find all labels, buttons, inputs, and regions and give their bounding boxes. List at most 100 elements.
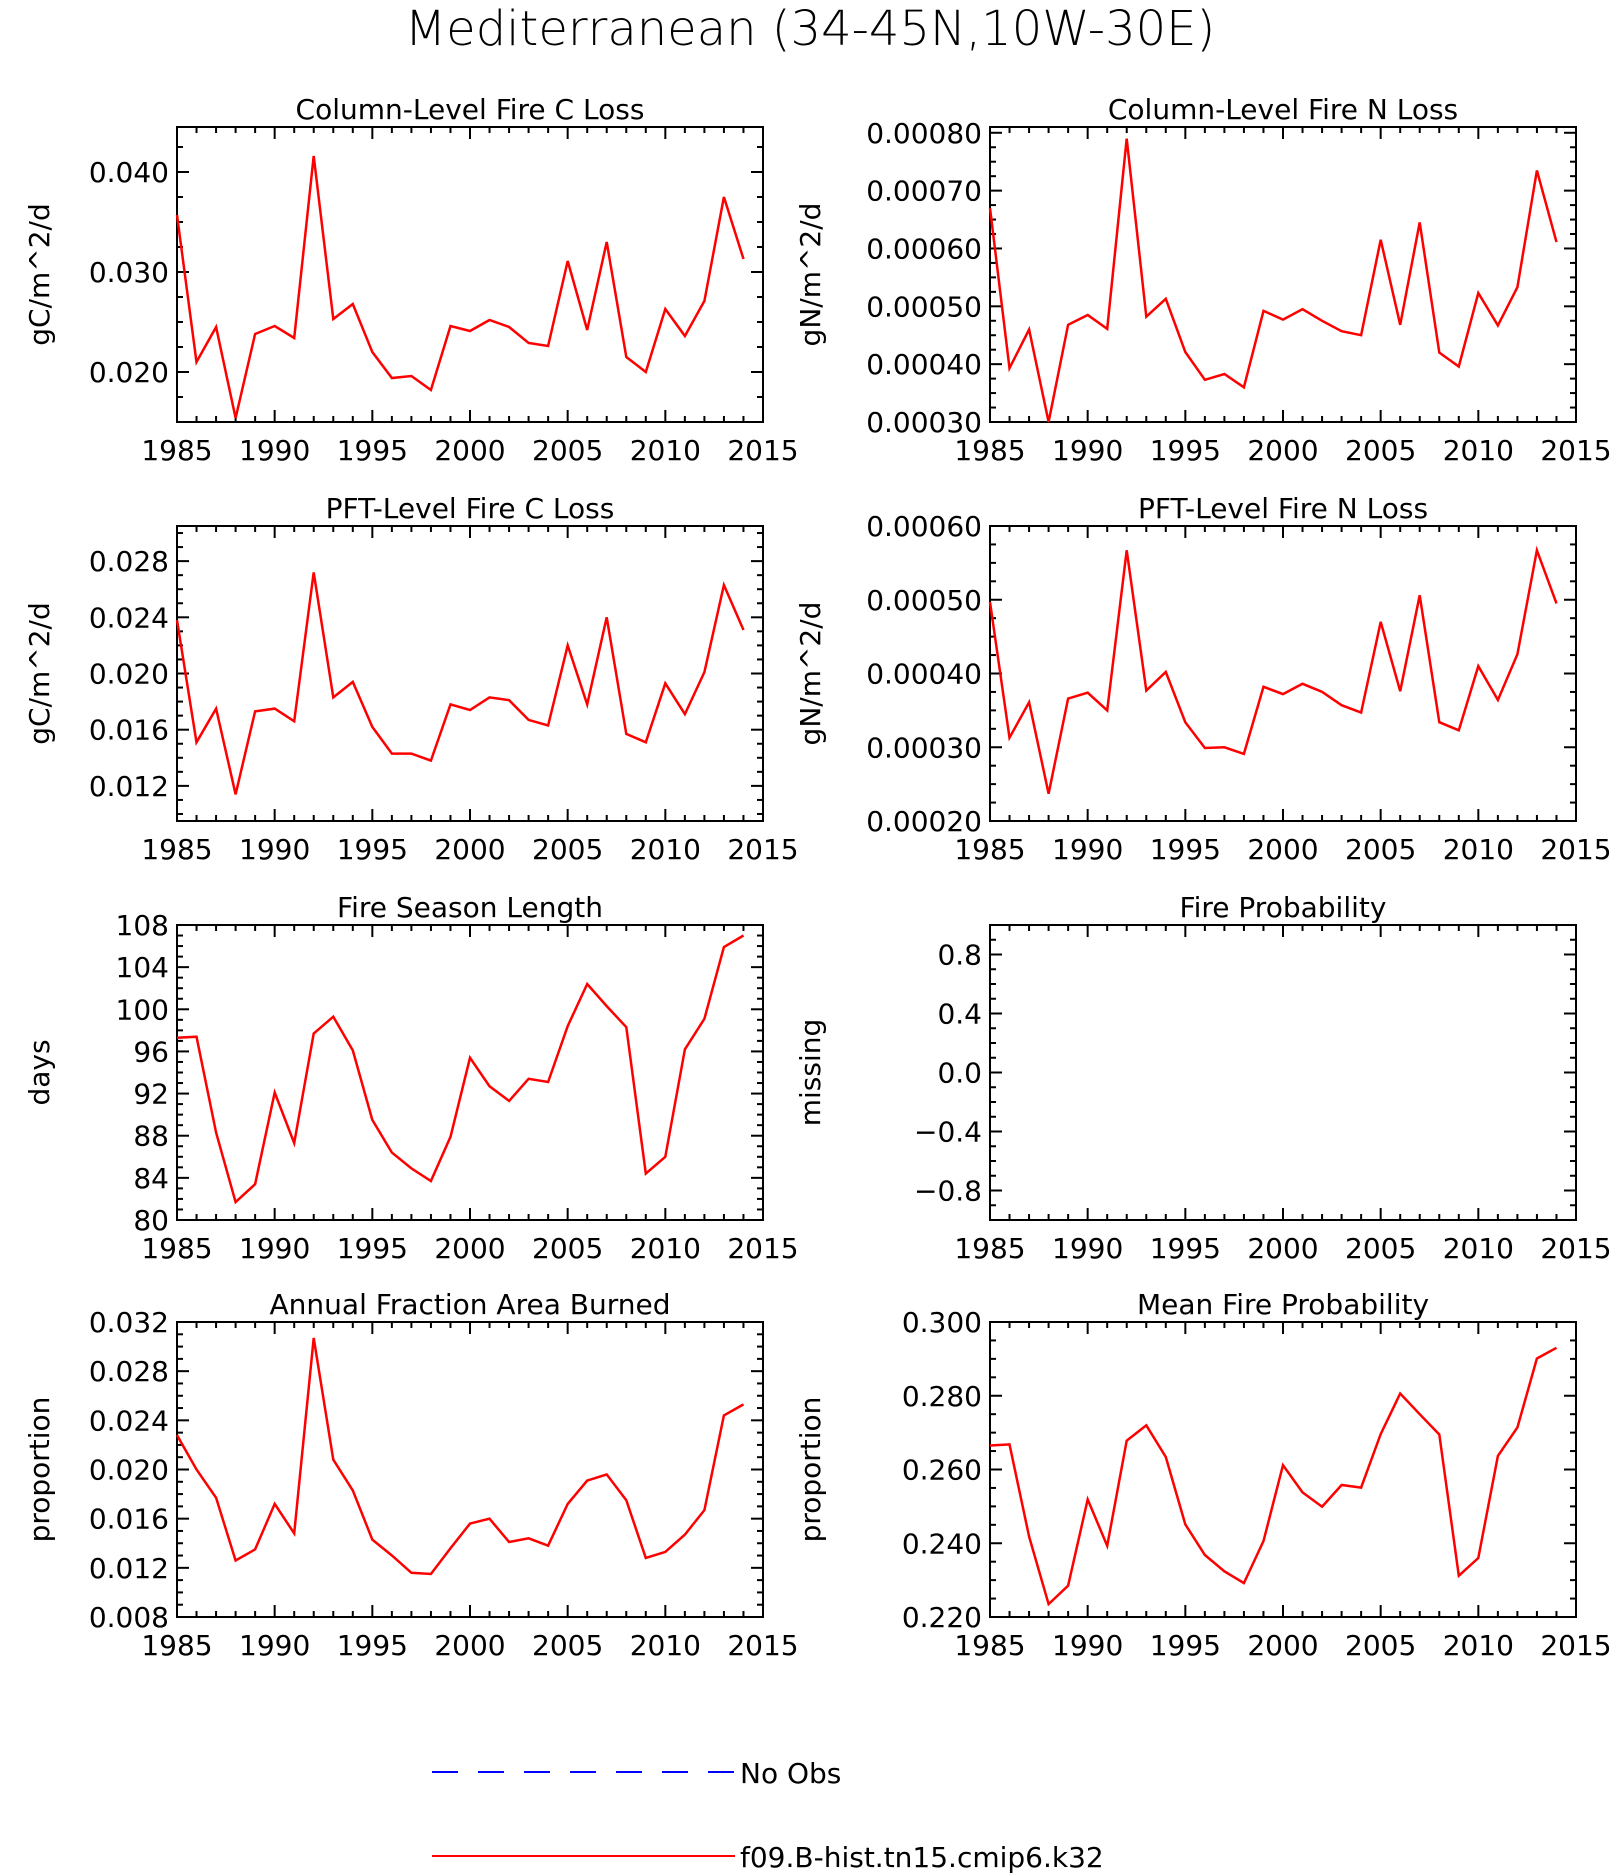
x-tick-label: 2015 [727, 1629, 798, 1662]
y-tick-label: 0.00030 [866, 406, 982, 439]
y-axis-label: gC/m^2/d [23, 602, 56, 745]
y-axis-label: days [23, 1039, 56, 1105]
x-tick-label: 1990 [1052, 1232, 1123, 1265]
y-axis-label: gC/m^2/d [23, 203, 56, 346]
x-tick-label: 2010 [630, 434, 701, 467]
chart-pft-level-fire-c-loss: 1985 1990 1995 2000 2005 2010 2015 0.012 0.016 0.… [23, 492, 799, 866]
y-tick-label: 96 [133, 1035, 169, 1068]
y-tick-label: −0.4 [914, 1116, 982, 1149]
chart-title: PFT-Level Fire N Loss [1138, 492, 1428, 525]
y-tick-label: 0.024 [89, 1404, 169, 1437]
x-tick-label: 2015 [727, 434, 798, 467]
series-line-0 [989, 1346, 1558, 1607]
x-tick-label: 2015 [1540, 434, 1611, 467]
series-line-0 [988, 138, 1558, 423]
x-tick-label: 2000 [1247, 1629, 1318, 1662]
y-tick-label: 0.0 [937, 1057, 982, 1090]
series-line-0 [988, 545, 1558, 794]
y-tick-label: 0.00020 [866, 805, 982, 838]
y-tick-label: 0.00060 [866, 510, 982, 543]
y-tick-label: 0.300 [902, 1306, 982, 1339]
legend-label-no-obs: No Obs [740, 1757, 841, 1790]
x-tick-label: 2015 [1540, 1232, 1611, 1265]
y-tick-label: 0.00030 [866, 731, 982, 764]
x-tick-label: 2010 [1443, 833, 1514, 866]
x-tick-label: 2005 [1345, 1629, 1416, 1662]
y-axis-label: gN/m^2/d [794, 203, 827, 347]
y-tick-label: 0.024 [89, 601, 169, 634]
y-tick-label: 0.4 [937, 998, 982, 1031]
x-tick-label: 2005 [532, 833, 603, 866]
y-tick-label: 0.220 [902, 1601, 982, 1634]
y-tick-label: 92 [133, 1078, 169, 1111]
chart-title: Column-Level Fire N Loss [1108, 93, 1458, 126]
y-tick-label: 0.016 [89, 714, 169, 747]
plot-frame [176, 525, 764, 822]
x-tick-label: 1995 [1150, 434, 1221, 467]
x-tick-label: 1995 [337, 1232, 408, 1265]
y-tick-label: 0.00050 [866, 290, 982, 323]
x-tick-label: 1990 [239, 434, 310, 467]
x-tick-label: 2005 [532, 1629, 603, 1662]
chart-title: Mean Fire Probability [1137, 1288, 1429, 1321]
chart-column-level-fire-n-loss: 1985 1990 1995 2000 2005 2010 2015 0.00030 0.000… [794, 93, 1612, 467]
y-tick-label: 0.032 [89, 1306, 169, 1339]
x-tick-label: 1995 [337, 434, 408, 467]
x-tick-label: 1995 [1150, 833, 1221, 866]
y-tick-label: 0.00040 [866, 348, 982, 381]
y-tick-label: 0.00080 [866, 117, 982, 150]
chart-title: Fire Season Length [337, 891, 603, 924]
x-tick-label: 1990 [239, 1232, 310, 1265]
x-tick-label: 2010 [1443, 1629, 1514, 1662]
y-tick-label: 0.012 [89, 1552, 169, 1585]
chart-annual-fraction-area-burned: 1985 1990 1995 2000 2005 2010 2015 0.008 0.012 0.… [23, 1288, 799, 1662]
x-tick-label: 1985 [141, 434, 212, 467]
x-tick-label: 1995 [1150, 1232, 1221, 1265]
x-tick-label: 1990 [239, 1629, 310, 1662]
y-tick-label: 0.280 [902, 1380, 982, 1413]
x-tick-label: 1985 [954, 1232, 1025, 1265]
y-axis-label: missing [794, 1019, 827, 1127]
plot-frame [176, 924, 764, 1221]
plot-frame [176, 126, 764, 423]
y-tick-label: 100 [116, 993, 169, 1026]
y-tick-label: 0.240 [902, 1527, 982, 1560]
y-tick-label: 0.260 [902, 1454, 982, 1487]
x-tick-label: 2005 [1345, 833, 1416, 866]
x-tick-label: 1995 [337, 833, 408, 866]
series-line-0 [175, 1337, 745, 1576]
y-axis-label: proportion [794, 1397, 827, 1543]
y-tick-label: 104 [116, 951, 169, 984]
x-tick-label: 2015 [1540, 1629, 1611, 1662]
y-tick-label: 0.016 [89, 1503, 169, 1536]
x-tick-label: 2000 [434, 1232, 505, 1265]
x-tick-label: 1985 [141, 1232, 212, 1265]
series-line-0 [175, 572, 745, 795]
chart-fire-season-length: 1985 1990 1995 2000 2005 2010 2015 80 84 88 92 96 10… [23, 891, 799, 1265]
series-line-0 [176, 934, 745, 1205]
plot-frame [989, 525, 1577, 822]
chart-pft-level-fire-n-loss: 1985 1990 1995 2000 2005 2010 2015 0.00020 0.000… [794, 492, 1612, 866]
chart-fire-probability: 1985 1990 1995 2000 2005 2010 2015 −0.8 −0.4 0.0 0… [794, 891, 1612, 1265]
x-tick-label: 2005 [532, 1232, 603, 1265]
chart-column-level-fire-c-loss: 1985 1990 1995 2000 2005 2010 2015 0.020 0.030 0.… [23, 93, 799, 467]
x-tick-label: 1985 [141, 833, 212, 866]
legend: No Obs f09.B-hist.tn15.cmip6.k32 [432, 1757, 1104, 1874]
chart-title: Fire Probability [1180, 891, 1387, 924]
x-tick-label: 2000 [1247, 833, 1318, 866]
y-tick-label: 0.00070 [866, 175, 982, 208]
y-axis-label: proportion [23, 1397, 56, 1543]
x-tick-label: 2010 [1443, 434, 1514, 467]
y-tick-label: 88 [133, 1120, 169, 1153]
y-tick-label: 0.040 [89, 156, 169, 189]
x-tick-label: 2005 [1345, 434, 1416, 467]
y-tick-label: 0.00060 [866, 232, 982, 265]
y-tick-label: 0.030 [89, 256, 169, 289]
legend-label-model: f09.B-hist.tn15.cmip6.k32 [740, 1841, 1104, 1874]
x-tick-label: 1985 [954, 434, 1025, 467]
x-tick-label: 2010 [630, 833, 701, 866]
y-tick-label: 0.020 [89, 658, 169, 691]
plot-frame [989, 126, 1577, 423]
x-tick-label: 2005 [1345, 1232, 1416, 1265]
chart-title: PFT-Level Fire C Loss [326, 492, 615, 525]
